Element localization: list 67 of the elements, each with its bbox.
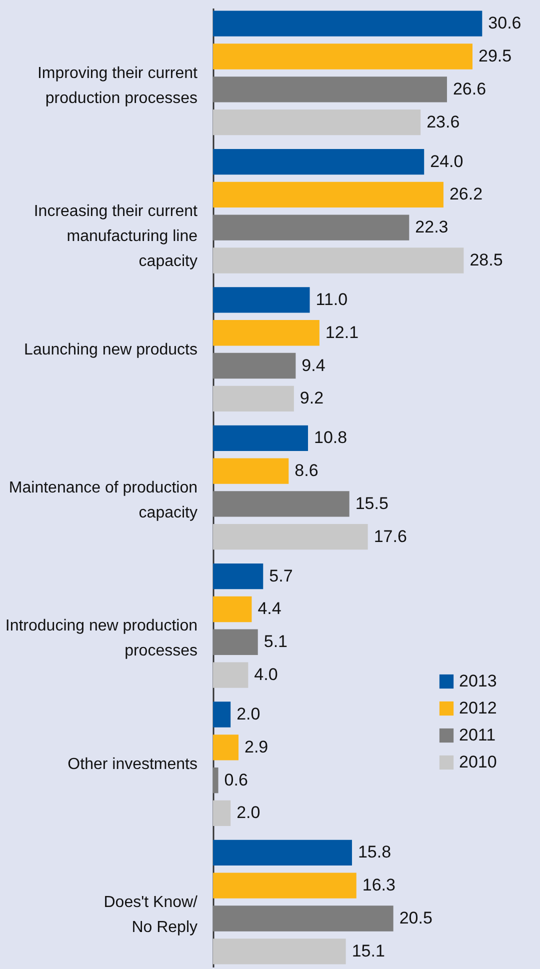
y-tick-label: Improving their current production processes (37, 64, 198, 107)
data-label: 11.0 (316, 290, 348, 309)
data-label: 5.1 (264, 632, 288, 652)
bar (213, 425, 308, 451)
bar (213, 458, 289, 484)
y-tick-label: Does't Know/ No Reply (104, 894, 198, 936)
data-label: 30.6 (488, 14, 522, 33)
bar (213, 248, 464, 274)
bar (213, 629, 258, 655)
legend-label: 2010 (459, 752, 497, 772)
bar (213, 352, 296, 379)
data-label: 9.2 (300, 388, 324, 408)
data-label: 15.5 (355, 494, 388, 513)
data-label: 9.4 (302, 356, 326, 375)
bar (213, 182, 444, 208)
bar (213, 524, 368, 550)
data-label: 23.6 (426, 112, 460, 132)
data-label: 4.0 (254, 665, 278, 684)
bar (213, 872, 356, 898)
data-label: 24.0 (430, 152, 464, 171)
data-label: 8.6 (294, 461, 318, 480)
y-tick-label: Other investments (68, 756, 198, 773)
y-tick-label: Increasing their current manufacturing line capacity (34, 203, 198, 270)
bar (213, 938, 346, 964)
data-label: 29.5 (478, 46, 512, 66)
data-label: 4.4 (258, 599, 282, 618)
bar (213, 662, 248, 688)
data-label: 26.2 (449, 184, 483, 204)
bar (213, 564, 264, 590)
data-label: 5.7 (269, 566, 293, 586)
bar (213, 10, 482, 36)
legend-label: 2013 (459, 672, 497, 690)
bar (213, 76, 447, 102)
data-label: 10.8 (314, 428, 348, 448)
data-label: 2.0 (236, 704, 260, 724)
data-label: 17.6 (374, 526, 407, 546)
legend-label: 2011 (459, 726, 496, 744)
y-tick-label: Introducing new production processes (5, 618, 198, 660)
data-label: 20.5 (399, 908, 432, 928)
bar (213, 386, 294, 412)
bar (213, 320, 320, 346)
data-label: 12.1 (325, 322, 359, 342)
data-label: 2.9 (244, 737, 268, 756)
bar (213, 214, 410, 240)
data-label: 15.1 (352, 941, 385, 960)
y-tick-label: Maintenance of production capacity (8, 480, 198, 522)
data-label: 26.6 (452, 79, 486, 98)
bar (213, 702, 231, 728)
data-label: 16.3 (362, 876, 396, 895)
bar (213, 840, 352, 866)
bar (213, 906, 394, 932)
bar (213, 596, 252, 622)
bar (213, 491, 350, 517)
bar (213, 734, 239, 760)
bar (213, 767, 218, 794)
y-tick-label: Launching new products (24, 341, 198, 358)
data-label: 22.3 (415, 218, 448, 237)
legend-label: 2012 (459, 698, 497, 718)
bar (213, 287, 310, 313)
bar (213, 800, 231, 826)
bar (213, 148, 424, 175)
data-label: 28.5 (470, 250, 503, 270)
bar (213, 44, 472, 70)
data-label: 15.8 (358, 842, 392, 862)
data-label: 2.0 (236, 803, 260, 822)
data-label: 0.6 (224, 770, 248, 790)
bar (213, 109, 421, 136)
